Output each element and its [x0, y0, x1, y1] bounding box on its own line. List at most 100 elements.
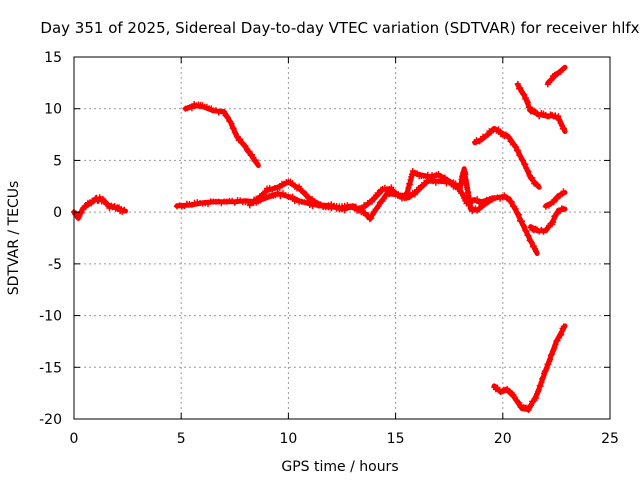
series-track-10 — [491, 323, 568, 413]
data-point — [462, 171, 469, 178]
data-point — [242, 142, 249, 149]
data-point — [523, 228, 530, 234]
data-point — [555, 113, 562, 120]
data-point — [524, 167, 531, 174]
data-point — [303, 191, 310, 198]
data-point — [341, 207, 348, 214]
axis-ticks: 0 5 10 15 20 25 -20 -15 -10 -5 0 5 10 15 — [39, 50, 619, 447]
data-point — [508, 198, 515, 205]
data-point — [560, 188, 567, 195]
data-point — [233, 133, 240, 140]
y-axis-title: SDTVAR / TECUs — [6, 181, 22, 296]
data-point — [515, 211, 522, 218]
data-point — [538, 379, 545, 386]
x-tick-label: 15 — [387, 431, 405, 447]
data-point — [368, 215, 375, 222]
data-point — [520, 90, 526, 97]
data-point — [375, 203, 382, 210]
data-point — [529, 174, 536, 181]
data-point — [411, 191, 418, 198]
y-tick-label: -5 — [48, 257, 62, 273]
data-point — [514, 80, 521, 87]
data-point — [476, 206, 483, 213]
x-tick-label: 0 — [70, 431, 79, 447]
series-track-9 — [542, 188, 568, 210]
data-point — [121, 206, 128, 213]
data-point — [533, 248, 539, 255]
data-point — [249, 199, 255, 206]
data-point — [558, 331, 565, 338]
data-point — [221, 108, 228, 115]
y-tick-label: -10 — [39, 309, 62, 325]
data-point — [540, 374, 547, 381]
data-point — [551, 344, 558, 351]
data-point — [274, 189, 281, 196]
data-point — [535, 386, 542, 393]
data-point — [228, 120, 235, 127]
plot-frame — [73, 56, 611, 420]
data-point — [559, 66, 566, 73]
data-point — [525, 232, 532, 239]
data-point — [188, 105, 195, 112]
x-tick-label: 5 — [177, 431, 186, 447]
data-point — [78, 209, 85, 216]
data-point — [252, 157, 259, 164]
data-point — [560, 205, 567, 212]
data-point — [512, 143, 519, 150]
data-point — [515, 147, 522, 154]
data-point — [376, 190, 383, 197]
data-point — [548, 352, 554, 359]
data-series — [71, 64, 568, 413]
y-tick-label: 0 — [53, 205, 62, 221]
data-point — [237, 136, 244, 143]
data-point — [537, 383, 544, 390]
data-point — [560, 125, 567, 132]
x-tick-label: 10 — [279, 431, 297, 447]
data-point — [550, 219, 557, 226]
data-point — [230, 125, 237, 132]
data-point — [514, 210, 521, 217]
data-point — [528, 402, 534, 409]
x-tick-label: 20 — [494, 431, 512, 447]
data-point — [536, 113, 543, 120]
data-point — [289, 180, 296, 187]
data-point — [246, 148, 253, 155]
data-point — [489, 195, 496, 202]
y-tick-label: 15 — [44, 50, 62, 66]
y-tick-label: 10 — [44, 102, 62, 118]
data-point — [104, 200, 111, 207]
data-point — [521, 91, 528, 98]
data-point — [556, 117, 563, 124]
y-tick-label: 5 — [53, 153, 62, 169]
series-track-6 — [514, 80, 568, 134]
data-point — [249, 151, 255, 158]
data-point — [296, 183, 303, 190]
data-point — [369, 198, 375, 205]
data-point — [534, 181, 541, 188]
data-point — [333, 203, 340, 209]
data-point — [254, 160, 261, 167]
series-track-2 — [173, 177, 540, 256]
series-track-3 — [246, 166, 497, 223]
x-tick-label: 25 — [601, 431, 619, 447]
data-point — [460, 192, 467, 199]
data-point — [524, 99, 531, 106]
data-point — [560, 323, 567, 330]
data-point — [525, 407, 532, 413]
series-track-4 — [182, 101, 261, 169]
data-point — [548, 77, 555, 84]
data-point — [276, 184, 283, 191]
data-point — [547, 356, 554, 363]
data-point — [76, 213, 83, 219]
data-point — [223, 113, 230, 120]
data-point — [519, 218, 526, 225]
data-point — [506, 134, 513, 141]
data-point — [369, 211, 376, 218]
data-point — [516, 399, 523, 406]
data-point — [552, 341, 559, 348]
data-point — [224, 114, 231, 121]
data-point — [525, 168, 532, 175]
data-point — [517, 85, 524, 91]
data-point — [388, 184, 395, 191]
